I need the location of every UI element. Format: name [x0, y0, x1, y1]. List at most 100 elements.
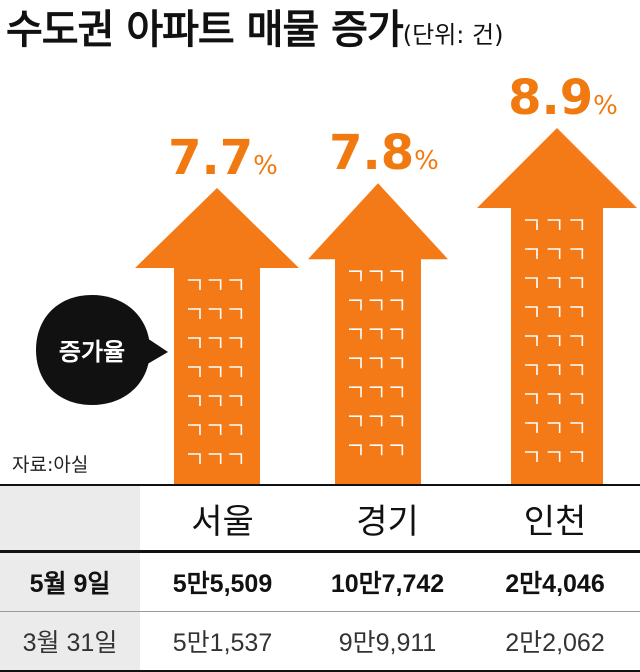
window-mark — [570, 306, 584, 317]
window-mark — [229, 308, 243, 319]
callout-pointer — [144, 336, 168, 366]
window-mark — [188, 308, 201, 319]
window-mark — [349, 270, 362, 282]
value-label-incheon: 8.9% — [508, 70, 618, 126]
window-mark — [547, 306, 561, 317]
window-mark — [547, 248, 561, 259]
window-mark — [570, 393, 584, 404]
row-label-mar31: 3월 31일 — [0, 611, 140, 672]
bar-seoul — [135, 188, 299, 484]
window-mark — [570, 364, 584, 375]
window-mark — [188, 337, 201, 348]
window-mark — [229, 366, 243, 377]
window-mark — [229, 424, 243, 435]
window-mark — [547, 219, 561, 230]
window-mark — [570, 451, 584, 462]
window-mark — [570, 219, 584, 230]
callout-shape — [36, 295, 150, 405]
window-mark — [369, 270, 383, 282]
value-suffix: % — [253, 151, 278, 181]
row-label-may9: 5월 9일 — [0, 550, 140, 612]
bar-arrow-gyeonggi — [308, 183, 448, 484]
window-mark — [547, 364, 561, 375]
labels-layer: 7.7% 7.8%8.9% — [168, 70, 618, 186]
value-number: 7.8 — [329, 125, 414, 181]
window-mark — [390, 328, 404, 340]
window-mark — [229, 395, 243, 406]
value-number: 7.7 — [168, 130, 253, 186]
window-mark — [547, 393, 561, 404]
data-table: 서울 경기 인천 5월 9일 5만5,509 10만7,742 2만4,046 … — [0, 484, 640, 672]
window-mark — [229, 279, 243, 290]
window-mark — [208, 366, 222, 377]
window-mark — [525, 306, 538, 317]
window-mark — [349, 444, 362, 456]
table-cell: 5만1,537 — [140, 611, 305, 672]
window-mark — [525, 364, 538, 375]
column-header-seoul: 서울 — [140, 484, 305, 552]
window-mark — [369, 357, 383, 369]
table-cell: 10만7,742 — [305, 550, 470, 612]
column-header-gyeonggi: 경기 — [305, 484, 470, 552]
window-mark — [188, 366, 201, 377]
bar-incheon — [477, 128, 637, 484]
window-mark — [188, 395, 201, 406]
bar-arrow-incheon — [477, 128, 637, 484]
window-mark — [570, 248, 584, 259]
callout-label: 증가율 — [59, 338, 125, 366]
window-mark — [390, 444, 404, 456]
window-mark — [525, 335, 538, 346]
table-row: 5월 9일 5만5,509 10만7,742 2만4,046 — [0, 550, 640, 612]
window-mark — [570, 277, 584, 288]
value-suffix: % — [414, 146, 439, 176]
bar-gyeonggi — [308, 183, 448, 484]
window-mark — [525, 451, 538, 462]
window-mark — [208, 308, 222, 319]
window-mark — [369, 328, 383, 340]
window-mark — [525, 248, 538, 259]
arrow-bar-chart: 7.7% 7.8%8.9% 증가율 — [36, 70, 637, 484]
window-mark — [390, 299, 404, 311]
table-header-row: 서울 경기 인천 — [0, 484, 640, 552]
window-mark — [390, 270, 404, 282]
window-mark — [525, 277, 538, 288]
value-number: 8.9 — [508, 70, 593, 126]
window-mark — [208, 395, 222, 406]
window-mark — [390, 357, 404, 369]
source-note: 자료:아실 — [12, 454, 89, 476]
unit-note: (단위: 건) — [402, 21, 504, 49]
window-mark — [547, 422, 561, 433]
window-mark — [349, 386, 362, 398]
window-mark — [208, 424, 222, 435]
window-mark — [188, 424, 201, 435]
window-mark — [369, 415, 383, 427]
window-mark — [525, 219, 538, 230]
table-row: 3월 31일 5만1,537 9만9,911 2만2,062 — [0, 611, 640, 672]
window-mark — [525, 422, 538, 433]
window-mark — [547, 335, 561, 346]
callout-bubble: 증가율 — [36, 295, 168, 405]
window-mark — [547, 277, 561, 288]
table-cell: 2만2,062 — [470, 611, 640, 672]
bars-layer — [135, 128, 637, 484]
chart-title: 수도권 아파트 매물 증가(단위: 건) — [6, 4, 503, 61]
bar-arrow-seoul — [135, 188, 299, 484]
window-mark — [390, 415, 404, 427]
window-mark — [525, 393, 538, 404]
window-mark — [349, 357, 362, 369]
table-cell: 2만4,046 — [470, 550, 640, 612]
window-mark — [390, 386, 404, 398]
window-mark — [570, 422, 584, 433]
window-mark — [349, 328, 362, 340]
table-cell: 9만9,911 — [305, 611, 470, 672]
window-mark — [547, 451, 561, 462]
title-text: 수도권 아파트 매물 증가 — [6, 7, 404, 53]
window-mark — [188, 453, 201, 464]
window-mark — [349, 299, 362, 311]
window-mark — [570, 335, 584, 346]
window-mark — [369, 299, 383, 311]
window-mark — [208, 337, 222, 348]
value-label-gyeonggi: 7.8% — [329, 125, 439, 181]
window-mark — [369, 444, 383, 456]
window-mark — [208, 279, 222, 290]
